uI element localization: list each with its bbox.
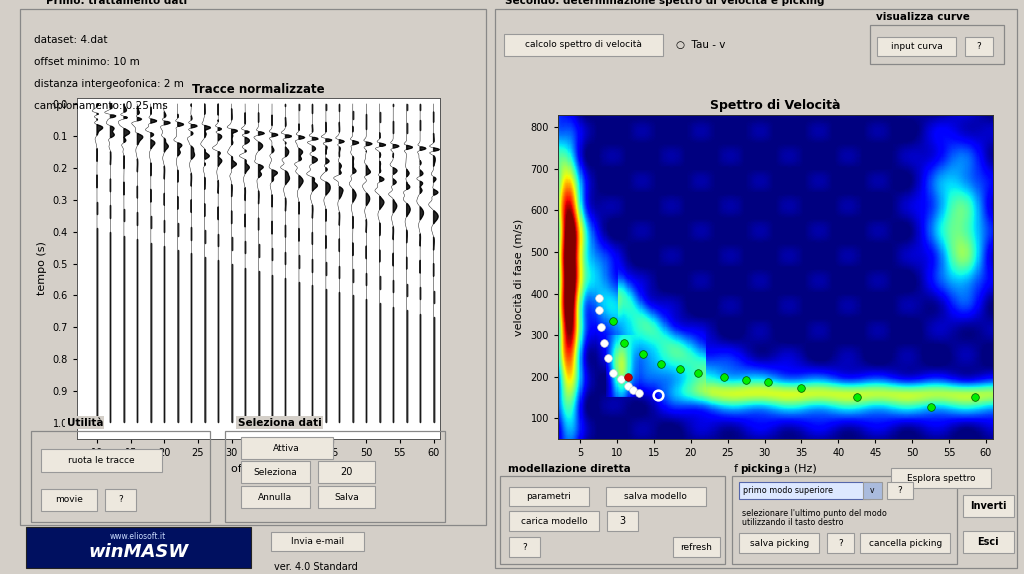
Text: cancella picking: cancella picking [868,538,942,548]
Text: ver. 4.0 Standard: ver. 4.0 Standard [274,561,358,572]
Text: Annulla: Annulla [258,492,293,502]
Text: Inverti: Inverti [970,501,1007,511]
Text: Invia e-mail: Invia e-mail [291,537,344,546]
Text: utilizzando il tasto destro: utilizzando il tasto destro [742,518,844,527]
Text: ?: ? [898,486,902,495]
Text: picking: picking [740,464,783,474]
Text: v: v [870,486,874,495]
Text: input curva: input curva [891,42,942,51]
Text: dataset: 4.dat: dataset: 4.dat [34,35,108,45]
Text: ?: ? [522,542,526,552]
X-axis label: frequenza (Hz): frequenza (Hz) [734,464,817,474]
Text: distanza intergeofonica: 2 m: distanza intergeofonica: 2 m [34,79,183,89]
Text: visualizza curve: visualizza curve [876,13,970,22]
Text: Primo: trattamento dati: Primo: trattamento dati [46,0,187,6]
Text: Esci: Esci [977,537,999,547]
Text: Salva: Salva [334,492,359,502]
Text: salva modello: salva modello [625,492,687,501]
Text: modellazione diretta: modellazione diretta [508,464,631,474]
Title: Tracce normalizzate: Tracce normalizzate [193,83,325,96]
Title: Spettro di Velocità: Spettro di Velocità [711,99,841,113]
Text: www.eliosoft.it: www.eliosoft.it [111,532,166,541]
Text: offset minimo: 10 m: offset minimo: 10 m [34,57,139,67]
Text: ruota le tracce: ruota le tracce [68,456,135,465]
Text: movie: movie [55,495,83,505]
Text: parametri: parametri [526,492,571,501]
X-axis label: offset (m): offset (m) [231,464,286,474]
Text: salva picking: salva picking [750,538,809,548]
Text: 20: 20 [340,467,353,478]
Text: Seleziona dati: Seleziona dati [238,418,322,428]
Text: Seleziona: Seleziona [254,468,297,477]
Text: selezionare l'ultimo punto del modo: selezionare l'ultimo punto del modo [742,509,887,518]
Text: ?: ? [977,42,981,51]
Text: calcolo spettro di velocità: calcolo spettro di velocità [524,40,642,49]
Text: campionamento: 0.25 ms: campionamento: 0.25 ms [34,100,168,111]
Text: Esplora spettro: Esplora spettro [907,474,975,483]
Text: Attiva: Attiva [273,444,300,453]
Text: carica modello: carica modello [520,517,588,526]
Y-axis label: velocità di fase (m/s): velocità di fase (m/s) [515,218,525,336]
Text: refresh: refresh [680,542,713,552]
Text: ?: ? [119,495,123,505]
Text: Secondo: determinazione spettro di velocità e picking: Secondo: determinazione spettro di veloc… [505,0,824,6]
Text: ○  Tau - v: ○ Tau - v [676,40,725,50]
Text: winMASW: winMASW [88,543,188,561]
Text: primo modo superiore: primo modo superiore [743,486,834,495]
Text: ?: ? [839,538,843,548]
Text: Utilità: Utilità [67,418,103,428]
Y-axis label: tempo (s): tempo (s) [37,242,47,295]
Text: 3: 3 [620,516,626,526]
